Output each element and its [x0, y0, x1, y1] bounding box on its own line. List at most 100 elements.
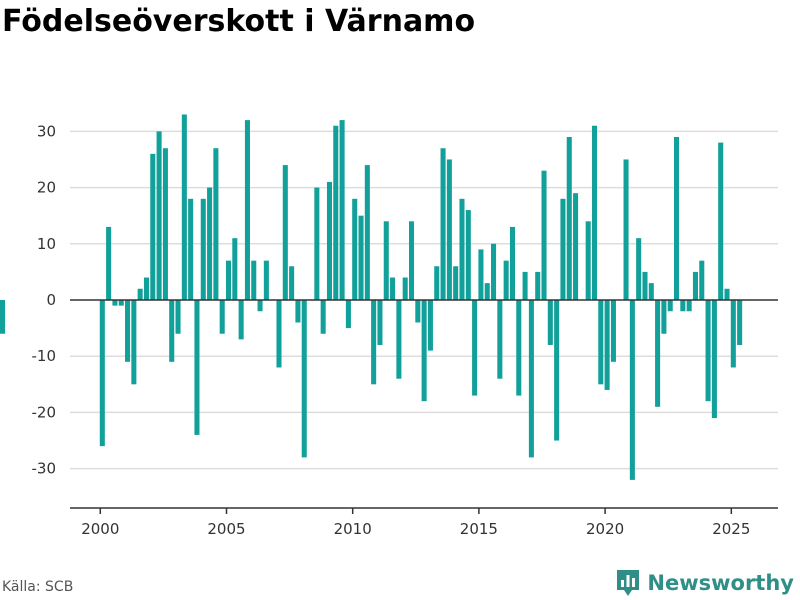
- bar: [207, 187, 213, 300]
- bar: [421, 300, 427, 402]
- bar: [427, 300, 433, 351]
- bar: [503, 260, 509, 300]
- bar: [320, 300, 326, 334]
- bar: [276, 300, 282, 368]
- bar: [377, 300, 383, 345]
- bar: [535, 271, 541, 300]
- bar: [705, 300, 711, 402]
- bar: [509, 226, 515, 300]
- bar: [699, 260, 705, 300]
- bar: [440, 148, 446, 300]
- bar: [137, 288, 143, 300]
- bar: [566, 136, 572, 300]
- bar: [238, 300, 244, 340]
- bar: [263, 260, 269, 300]
- chart-title: Födelseöverskott i Värnamo: [2, 4, 476, 39]
- bar: [434, 266, 440, 300]
- bar: [610, 300, 616, 362]
- bar: [257, 300, 263, 312]
- bar: [547, 300, 553, 345]
- bar: [680, 300, 686, 312]
- bar: [655, 300, 661, 407]
- bar: [175, 300, 181, 334]
- y-tick-label: 0: [46, 291, 56, 309]
- bar-series: [0, 114, 743, 480]
- bar: [415, 300, 421, 323]
- bar: [295, 300, 301, 323]
- bar: [118, 300, 124, 306]
- bar: [585, 221, 591, 300]
- bar: [636, 238, 642, 300]
- bar: [446, 159, 452, 300]
- bar: [674, 136, 680, 300]
- bar: [629, 300, 635, 480]
- bar: [711, 300, 717, 419]
- bar: [497, 300, 503, 379]
- x-tick-label: 2015: [460, 520, 498, 538]
- bar: [112, 300, 118, 306]
- bar: [232, 238, 238, 300]
- x-tick-label: 2020: [586, 520, 624, 538]
- bar: [194, 300, 200, 435]
- brand-name: Newsworthy: [647, 571, 794, 595]
- x-tick-label: 2000: [81, 520, 119, 538]
- bar: [623, 159, 629, 300]
- y-tick-label: -30: [32, 460, 57, 478]
- bar: [352, 198, 358, 300]
- bar: [383, 221, 389, 300]
- bar: [642, 271, 648, 300]
- bar: [737, 300, 743, 345]
- bar: [251, 260, 257, 300]
- bar: [390, 277, 396, 300]
- bar: [554, 300, 560, 441]
- bar: [491, 243, 497, 300]
- bar: [484, 283, 490, 300]
- bar: [573, 193, 579, 300]
- bar: [358, 215, 364, 300]
- brand-logo: Newsworthy: [615, 568, 794, 598]
- bar: [200, 198, 206, 300]
- bar: [472, 300, 478, 396]
- bar: [541, 170, 547, 300]
- bar: [686, 300, 692, 312]
- source-note: Källa: SCB: [2, 579, 74, 595]
- bar: [648, 283, 654, 300]
- bar: [314, 187, 320, 300]
- bar: [333, 125, 339, 300]
- bar: [402, 277, 408, 300]
- bar: [188, 198, 194, 300]
- x-tick-label: 2005: [207, 520, 245, 538]
- bar: [213, 148, 219, 300]
- bar: [396, 300, 402, 379]
- bar: [730, 300, 736, 368]
- bar: [560, 198, 566, 300]
- bar: [591, 125, 598, 300]
- bar: [301, 300, 307, 458]
- bar: [244, 120, 250, 300]
- bar: [0, 300, 6, 334]
- bar: [289, 266, 295, 300]
- bar: [143, 277, 150, 300]
- y-tick-label: 20: [37, 179, 56, 197]
- bar: [125, 300, 131, 362]
- axes: -30 -20 -10 0 10 20 30 2000 2005 2010 2015 2020 2025: [32, 122, 778, 538]
- bar: [326, 181, 332, 300]
- bar: [724, 288, 730, 300]
- x-tick-label: 2010: [334, 520, 372, 538]
- y-tick-label: 10: [37, 235, 56, 253]
- bar: [162, 148, 168, 300]
- bar: [718, 142, 724, 300]
- y-tick-label: 30: [37, 122, 56, 140]
- y-tick-label: -10: [32, 347, 57, 365]
- bar: [408, 221, 415, 300]
- bar: [516, 300, 522, 396]
- x-tick-label: 2025: [712, 520, 750, 538]
- bar: [131, 300, 137, 385]
- bar: [219, 300, 225, 334]
- bar: [459, 198, 465, 300]
- bar: [150, 153, 156, 300]
- bar: [181, 114, 187, 301]
- bar: [692, 271, 698, 300]
- bar: [453, 266, 459, 300]
